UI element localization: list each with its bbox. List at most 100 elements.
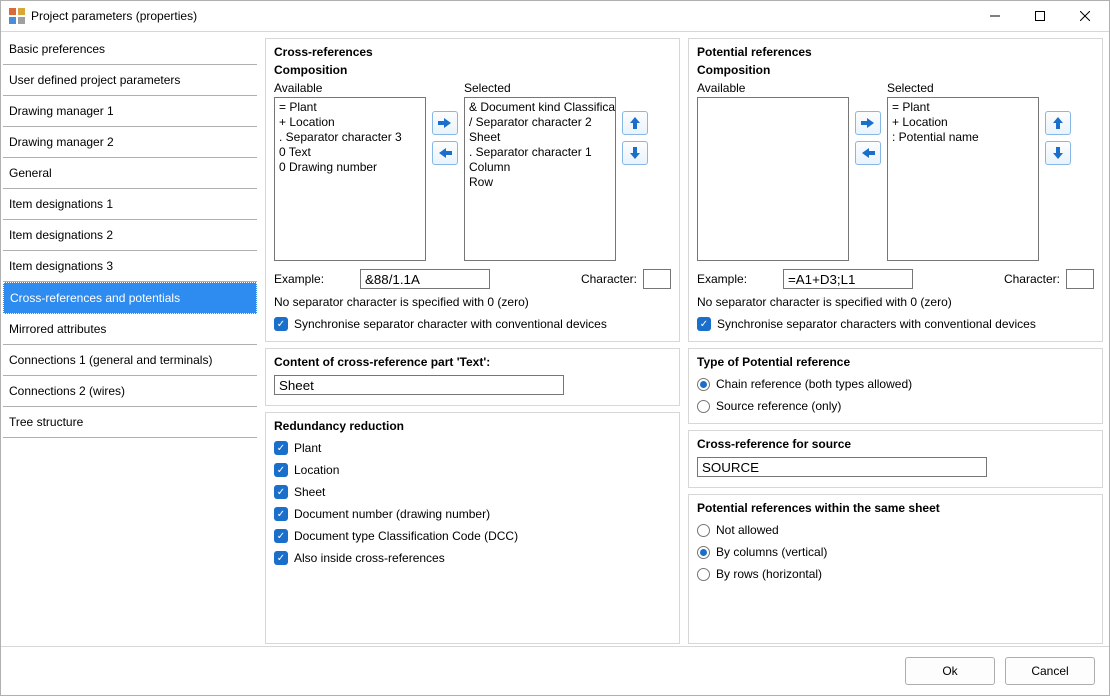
selected-column: Selected & Document kind Classification …	[464, 81, 616, 261]
sidebar-item[interactable]: Cross-references and potentials	[3, 282, 257, 314]
list-item[interactable]: Column	[469, 160, 611, 175]
list-item[interactable]: Row	[469, 175, 611, 190]
main-panel: Cross-references Composition Available =…	[259, 32, 1109, 646]
sidebar-item[interactable]: Item designations 1	[3, 189, 257, 220]
example-input[interactable]	[360, 269, 490, 289]
sync-checkbox-row[interactable]: Synchronise separator character with con…	[274, 317, 671, 331]
list-item[interactable]: 0 Drawing number	[279, 160, 421, 175]
pr-composition-header: Composition	[697, 63, 1094, 77]
sidebar-item[interactable]: Mirrored attributes	[3, 314, 257, 345]
close-button[interactable]	[1062, 2, 1107, 30]
pr-selected-listbox[interactable]: = Plant+ Location: Potential name	[887, 97, 1039, 261]
checkbox-icon	[274, 463, 288, 477]
available-listbox[interactable]: = Plant+ Location. Separator character 3…	[274, 97, 426, 261]
within-sheet-option[interactable]: By rows (horizontal)	[697, 567, 1094, 581]
sidebar-item[interactable]: Connections 2 (wires)	[3, 376, 257, 407]
redundancy-item[interactable]: Document number (drawing number)	[274, 507, 671, 521]
potential-type-option[interactable]: Chain reference (both types allowed)	[697, 377, 1094, 391]
radio-label: By rows (horizontal)	[716, 567, 822, 581]
list-item[interactable]: : Potential name	[892, 130, 1034, 145]
redundancy-item[interactable]: Sheet	[274, 485, 671, 499]
sidebar-item[interactable]: Drawing manager 1	[3, 96, 257, 127]
pr-composition-dual-list: Available Selected	[697, 81, 1094, 261]
bottom-bar: Ok Cancel	[1, 646, 1109, 695]
list-item[interactable]: . Separator character 1	[469, 145, 611, 160]
list-item[interactable]: + Location	[279, 115, 421, 130]
within-sheet-group: Potential references within the same she…	[688, 494, 1103, 644]
source-input[interactable]	[697, 457, 987, 477]
move-left-button[interactable]	[432, 141, 458, 165]
redundancy-header: Redundancy reduction	[270, 419, 408, 433]
sidebar-item[interactable]: Connections 1 (general and terminals)	[3, 345, 257, 376]
sidebar-item[interactable]: User defined project parameters	[3, 65, 257, 96]
cross-references-column: Cross-references Composition Available =…	[265, 38, 680, 644]
pr-available-listbox[interactable]	[697, 97, 849, 261]
move-down-button[interactable]	[622, 141, 648, 165]
list-item[interactable]: = Plant	[892, 100, 1034, 115]
content-text-input[interactable]	[274, 375, 564, 395]
pr-sync-checkbox-row[interactable]: Synchronise separator characters with co…	[697, 317, 1094, 331]
checkbox-icon	[274, 441, 288, 455]
maximize-button[interactable]	[1017, 2, 1062, 30]
within-sheet-option[interactable]: By columns (vertical)	[697, 545, 1094, 559]
example-row: Example: Character:	[274, 269, 671, 289]
separator-note: No separator character is specified with…	[274, 295, 671, 309]
checkbox-icon	[697, 317, 711, 331]
radio-icon	[697, 378, 710, 391]
radio-label: Not allowed	[716, 523, 779, 537]
selected-listbox[interactable]: & Document kind Classification Code (DCC…	[464, 97, 616, 261]
checkbox-icon	[274, 485, 288, 499]
within-sheet-header: Potential references within the same she…	[693, 501, 944, 515]
ok-button[interactable]: Ok	[905, 657, 995, 685]
minimize-button[interactable]	[972, 2, 1017, 30]
list-item[interactable]: 0 Text	[279, 145, 421, 160]
redundancy-label: Sheet	[294, 485, 325, 499]
character-input[interactable]	[643, 269, 671, 289]
cross-references-header: Cross-references	[270, 45, 377, 59]
redundancy-item[interactable]: Also inside cross-references	[274, 551, 671, 565]
radio-icon	[697, 524, 710, 537]
list-item[interactable]: Sheet	[469, 130, 611, 145]
potential-references-column: Potential references Composition Availab…	[688, 38, 1103, 644]
example-label: Example:	[274, 272, 354, 286]
character-label: Character:	[581, 272, 637, 286]
radio-icon	[697, 568, 710, 581]
pr-sync-label: Synchronise separator characters with co…	[717, 317, 1036, 331]
move-up-button[interactable]	[622, 111, 648, 135]
pr-move-right-button[interactable]	[855, 111, 881, 135]
list-item[interactable]: . Separator character 3	[279, 130, 421, 145]
sidebar-item[interactable]: General	[3, 158, 257, 189]
pr-order-buttons	[1045, 81, 1071, 261]
sidebar-item[interactable]: Item designations 2	[3, 220, 257, 251]
list-item[interactable]: = Plant	[279, 100, 421, 115]
pr-character-input[interactable]	[1066, 269, 1094, 289]
order-buttons	[622, 81, 648, 261]
titlebar: Project parameters (properties)	[1, 1, 1109, 31]
source-group: Cross-reference for source	[688, 430, 1103, 488]
sidebar-item[interactable]: Item designations 3	[3, 251, 257, 282]
pr-move-left-button[interactable]	[855, 141, 881, 165]
pr-separator-note: No separator character is specified with…	[697, 295, 1094, 309]
list-item[interactable]: & Document kind Classification Code (DCC…	[469, 100, 611, 115]
list-item[interactable]: + Location	[892, 115, 1034, 130]
sidebar-item[interactable]: Basic preferences	[3, 34, 257, 65]
cancel-button[interactable]: Cancel	[1005, 657, 1095, 685]
within-sheet-option[interactable]: Not allowed	[697, 523, 1094, 537]
available-label: Available	[274, 81, 426, 95]
pr-move-down-button[interactable]	[1045, 141, 1071, 165]
potential-references-group: Potential references Composition Availab…	[688, 38, 1103, 342]
potential-type-group: Type of Potential reference Chain refere…	[688, 348, 1103, 424]
pr-example-input[interactable]	[783, 269, 913, 289]
list-item[interactable]: / Separator character 2	[469, 115, 611, 130]
sidebar-item[interactable]: Drawing manager 2	[3, 127, 257, 158]
redundancy-item[interactable]: Document type Classification Code (DCC)	[274, 529, 671, 543]
content-text-header: Content of cross-reference part 'Text':	[270, 355, 494, 369]
redundancy-item[interactable]: Location	[274, 463, 671, 477]
sidebar-item[interactable]: Tree structure	[3, 407, 257, 438]
radio-label: Source reference (only)	[716, 399, 841, 413]
move-right-button[interactable]	[432, 111, 458, 135]
pr-selected-column: Selected = Plant+ Location: Potential na…	[887, 81, 1039, 261]
redundancy-item[interactable]: Plant	[274, 441, 671, 455]
potential-type-option[interactable]: Source reference (only)	[697, 399, 1094, 413]
pr-move-up-button[interactable]	[1045, 111, 1071, 135]
